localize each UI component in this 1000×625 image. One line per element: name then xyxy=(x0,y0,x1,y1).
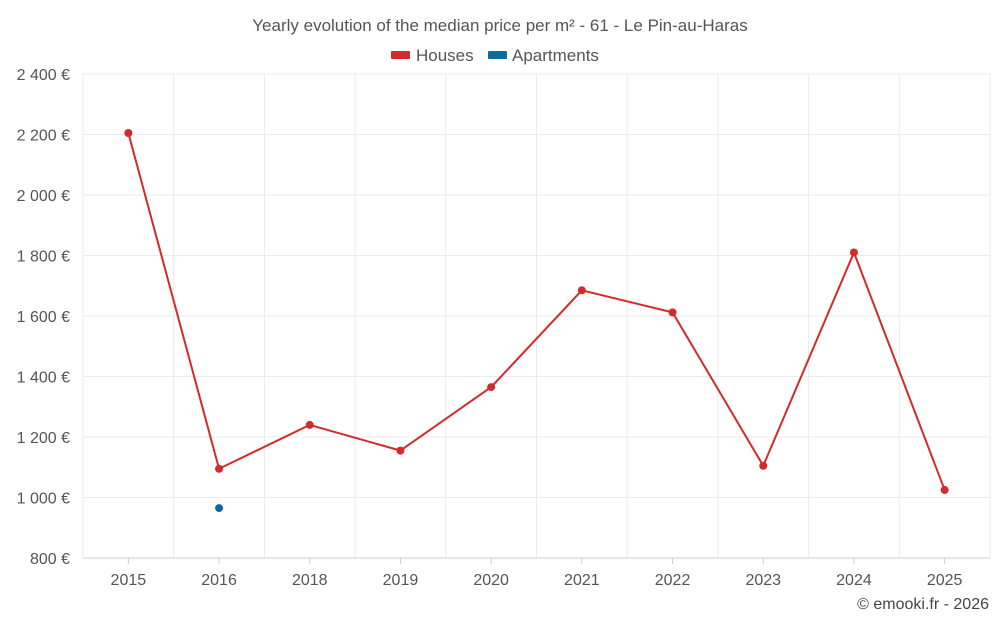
data-point-houses-2016[interactable] xyxy=(215,464,224,473)
data-point-houses-2024[interactable] xyxy=(849,248,858,257)
data-point-apartments-2016[interactable] xyxy=(215,504,224,513)
data-point-houses-2015[interactable] xyxy=(124,128,133,137)
x-tick-label: 2020 xyxy=(473,572,509,589)
legend-swatch-houses xyxy=(391,51,410,59)
x-tick-label: 2023 xyxy=(745,572,781,589)
x-tick-label: 2024 xyxy=(836,572,872,589)
data-point-houses-2025[interactable] xyxy=(940,485,949,494)
x-tick-label: 2018 xyxy=(292,572,328,589)
credit-text: © emooki.fr - 2026 xyxy=(857,596,989,613)
x-tick-label: 2016 xyxy=(201,572,237,589)
data-point-houses-2022[interactable] xyxy=(668,308,677,317)
legend-label-apartments: Apartments xyxy=(512,46,599,65)
y-tick-label: 800 € xyxy=(30,551,70,568)
x-tick-label: 2025 xyxy=(927,572,963,589)
series-lines xyxy=(127,132,946,491)
y-tick-label: 1 800 € xyxy=(17,249,70,266)
y-axis-tick-labels: 800 € 1 000 € 1 200 € 1 400 € 1 600 € 1 800 €… xyxy=(17,67,70,568)
y-tick-label: 1 000 € xyxy=(17,491,70,508)
x-tick-label: 2022 xyxy=(655,572,691,589)
series-points xyxy=(124,128,949,513)
y-tick-label: 1 200 € xyxy=(17,430,70,447)
data-point-houses-2023[interactable] xyxy=(759,461,768,470)
y-tick-label: 2 200 € xyxy=(17,128,70,145)
data-point-houses-2019[interactable] xyxy=(396,446,405,455)
x-axis-tick-labels: 2015 2016 2018 2019 2020 2021 2022 2023 2024 2025 xyxy=(111,558,963,589)
legend-swatch-apartments xyxy=(488,51,507,59)
y-tick-label: 1 600 € xyxy=(17,309,70,326)
data-point-houses-2021[interactable] xyxy=(577,286,586,295)
data-point-houses-2020[interactable] xyxy=(487,383,496,392)
chart-title: Yearly evolution of the median price per… xyxy=(252,16,747,35)
series-line-houses xyxy=(127,132,946,491)
legend-item-apartments[interactable]: Apartments xyxy=(488,46,599,65)
legend: Houses Apartments xyxy=(391,46,599,65)
x-tick-label: 2019 xyxy=(383,572,419,589)
y-tick-label: 2 400 € xyxy=(17,67,70,84)
x-tick-label: 2021 xyxy=(564,572,600,589)
y-tick-label: 1 400 € xyxy=(17,370,70,387)
x-gridlines xyxy=(82,74,991,558)
legend-item-houses[interactable]: Houses xyxy=(391,46,474,65)
y-tick-label: 2 000 € xyxy=(17,188,70,205)
x-tick-label: 2015 xyxy=(111,572,147,589)
legend-label-houses: Houses xyxy=(416,46,474,65)
data-point-houses-2018[interactable] xyxy=(305,420,314,429)
